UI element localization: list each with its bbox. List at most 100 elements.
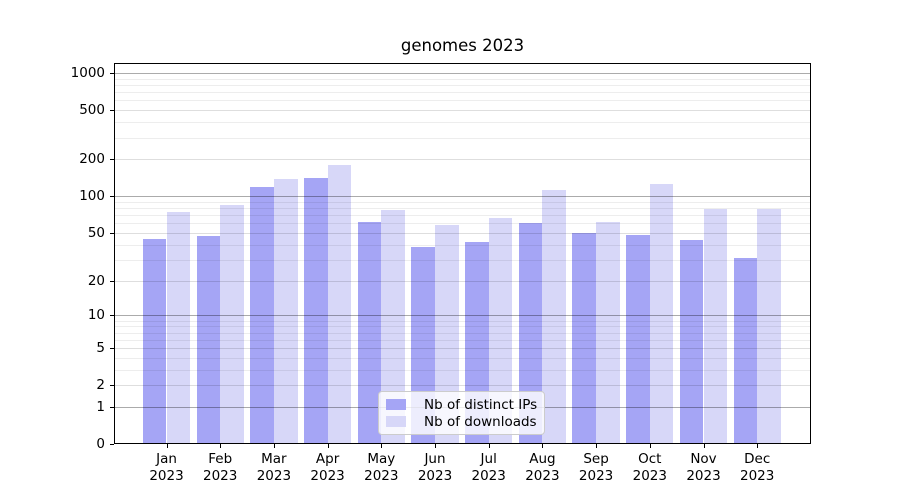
legend-label-distinct-ips: Nb of distinct IPs <box>424 396 538 413</box>
ytick-label-100: 100 <box>79 188 105 205</box>
xtick-mark-oct <box>649 444 651 449</box>
bar-downloads-sep <box>596 222 620 445</box>
bar-ips-jan <box>142 238 167 445</box>
bar-ips-dec <box>733 258 758 445</box>
xtick-label-jun: Jun 2023 <box>417 451 453 484</box>
bar-ips-sep <box>572 232 597 445</box>
gridline-50 <box>114 232 811 234</box>
bar-ips-may <box>357 222 382 445</box>
bar-downloads-jul <box>488 217 513 445</box>
gridline-600 <box>114 100 811 102</box>
grid-layer <box>114 63 811 444</box>
gridline-30 <box>114 259 811 261</box>
ytick-mark-100 <box>110 196 114 198</box>
gridline-80 <box>114 208 811 210</box>
gridline-1000 <box>114 72 811 74</box>
gridline-800 <box>114 84 811 86</box>
ytick-mark-5 <box>110 348 114 349</box>
ytick-label-1: 1 <box>96 399 105 416</box>
xtick-label-may: May 2023 <box>364 451 399 484</box>
bar-ips-aug <box>518 223 543 445</box>
ytick-label-10: 10 <box>87 307 105 324</box>
xtick-mark-jun <box>435 444 436 449</box>
gridline-5 <box>114 348 811 349</box>
chart-title: genomes 2023 <box>400 36 525 55</box>
xtick-mark-dec <box>757 444 759 449</box>
gridline-6 <box>114 339 811 341</box>
xtick-mark-nov <box>703 444 705 449</box>
xtick-mark-aug <box>542 444 544 449</box>
gridline-2 <box>114 385 811 387</box>
bar-ips-oct <box>626 235 650 445</box>
gridline-20 <box>114 280 811 282</box>
xtick-mark-feb <box>220 444 222 449</box>
bar-downloads-apr <box>327 164 352 445</box>
bar-downloads-aug <box>542 190 567 445</box>
xtick-mark-apr <box>327 444 329 449</box>
ytick-mark-0 <box>110 444 114 446</box>
xtick-label-jan: Jan 2023 <box>149 451 184 484</box>
ytick-mark-1000 <box>110 72 114 74</box>
gridline-3 <box>114 369 811 371</box>
xtick-label-jul: Jul 2023 <box>471 451 506 484</box>
ytick-label-2: 2 <box>96 377 105 394</box>
bar-ips-nov <box>679 239 704 445</box>
ytick-label-50: 50 <box>87 224 105 241</box>
gridline-9 <box>114 320 811 322</box>
ytick-mark-2 <box>110 385 114 387</box>
xtick-label-oct: Oct 2023 <box>632 451 667 484</box>
xtick-mark-jul <box>488 444 490 449</box>
gridline-90 <box>114 201 811 203</box>
ytick-label-5: 5 <box>96 340 105 356</box>
gridline-200 <box>114 159 811 161</box>
gridline-4 <box>114 357 811 359</box>
ytick-label-1000: 1000 <box>70 64 105 81</box>
ytick-mark-50 <box>110 232 114 234</box>
legend: Nb of distinct IPs Nb of downloads <box>378 391 545 435</box>
gridline-300 <box>114 137 811 139</box>
gridline-900 <box>114 78 811 80</box>
bar-downloads-may <box>381 210 405 445</box>
legend-swatch-distinct-ips <box>386 399 406 410</box>
xtick-mark-jan <box>166 444 168 449</box>
xtick-label-mar: Mar 2023 <box>256 451 292 484</box>
bar-ips-feb <box>196 236 221 445</box>
xtick-mark-may <box>381 444 383 449</box>
legend-label-downloads: Nb of downloads <box>424 413 537 430</box>
bar-downloads-jan <box>166 211 191 445</box>
bar-downloads-feb <box>220 204 244 445</box>
bar-ips-apr <box>303 178 328 445</box>
legend-swatch-downloads <box>386 416 406 427</box>
plot-area <box>114 63 811 445</box>
bar-downloads-dec <box>757 209 781 445</box>
xtick-label-dec: Dec 2023 <box>740 451 775 484</box>
xtick-label-aug: Aug 2023 <box>525 451 560 484</box>
xtick-label-apr: Apr 2023 <box>310 451 345 484</box>
xtick-mark-sep <box>596 444 598 449</box>
ytick-label-500: 500 <box>79 102 105 119</box>
legend-item-downloads: Nb of downloads <box>386 413 537 430</box>
ytick-mark-500 <box>110 110 114 112</box>
ytick-label-20: 20 <box>87 272 105 289</box>
ytick-mark-10 <box>110 315 114 317</box>
legend-item-distinct-ips: Nb of distinct IPs <box>386 396 538 413</box>
gridline-10 <box>114 315 811 317</box>
ytick-mark-1 <box>110 407 114 409</box>
gridline-60 <box>114 223 811 225</box>
xtick-label-sep: Sep 2023 <box>578 451 614 484</box>
gridline-7 <box>114 332 811 334</box>
gridline-700 <box>114 92 811 94</box>
gridline-400 <box>114 122 811 124</box>
ytick-mark-20 <box>110 280 114 282</box>
bar-downloads-jun <box>435 225 459 445</box>
bar-downloads-mar <box>273 179 298 445</box>
ytick-label-0: 0 <box>96 436 105 453</box>
bar-downloads-nov <box>703 209 728 445</box>
xtick-label-feb: Feb 2023 <box>203 451 238 484</box>
gridline-100 <box>114 196 811 198</box>
gridline-8 <box>114 326 811 328</box>
xtick-label-nov: Nov 2023 <box>686 451 721 484</box>
xtick-mark-mar <box>273 444 275 449</box>
ytick-label-200: 200 <box>79 151 105 168</box>
